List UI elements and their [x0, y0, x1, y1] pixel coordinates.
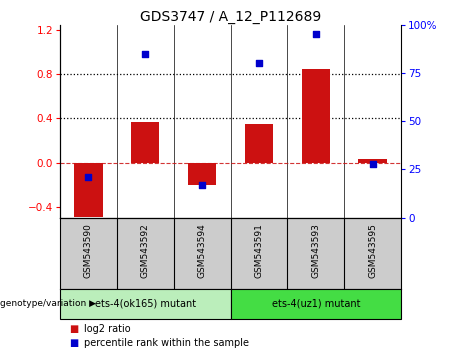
Text: GSM543592: GSM543592 — [141, 223, 150, 278]
Title: GDS3747 / A_12_P112689: GDS3747 / A_12_P112689 — [140, 10, 321, 24]
Text: GSM543594: GSM543594 — [198, 223, 207, 278]
Bar — [245, 124, 273, 162]
Point — [255, 61, 263, 66]
Bar — [60, 289, 230, 319]
Point — [369, 161, 376, 166]
Text: GSM543590: GSM543590 — [84, 223, 93, 278]
Bar — [301, 69, 330, 162]
Point — [312, 32, 319, 37]
Point — [142, 51, 149, 57]
Text: percentile rank within the sample: percentile rank within the sample — [84, 338, 249, 348]
Bar — [74, 162, 102, 217]
Text: GSM543591: GSM543591 — [254, 223, 263, 278]
Text: ets-4(ok165) mutant: ets-4(ok165) mutant — [95, 298, 196, 309]
Point — [198, 182, 206, 188]
Text: log2 ratio: log2 ratio — [84, 324, 130, 333]
Text: GSM543595: GSM543595 — [368, 223, 377, 278]
Text: ets-4(uz1) mutant: ets-4(uz1) mutant — [272, 298, 360, 309]
Text: ■: ■ — [69, 324, 78, 333]
Text: genotype/variation ▶: genotype/variation ▶ — [0, 299, 96, 308]
Point — [85, 175, 92, 180]
Text: ■: ■ — [69, 338, 78, 348]
Bar — [358, 159, 387, 162]
Text: GSM543593: GSM543593 — [311, 223, 320, 278]
Bar — [188, 162, 216, 185]
Bar — [131, 122, 160, 162]
Bar — [230, 289, 401, 319]
